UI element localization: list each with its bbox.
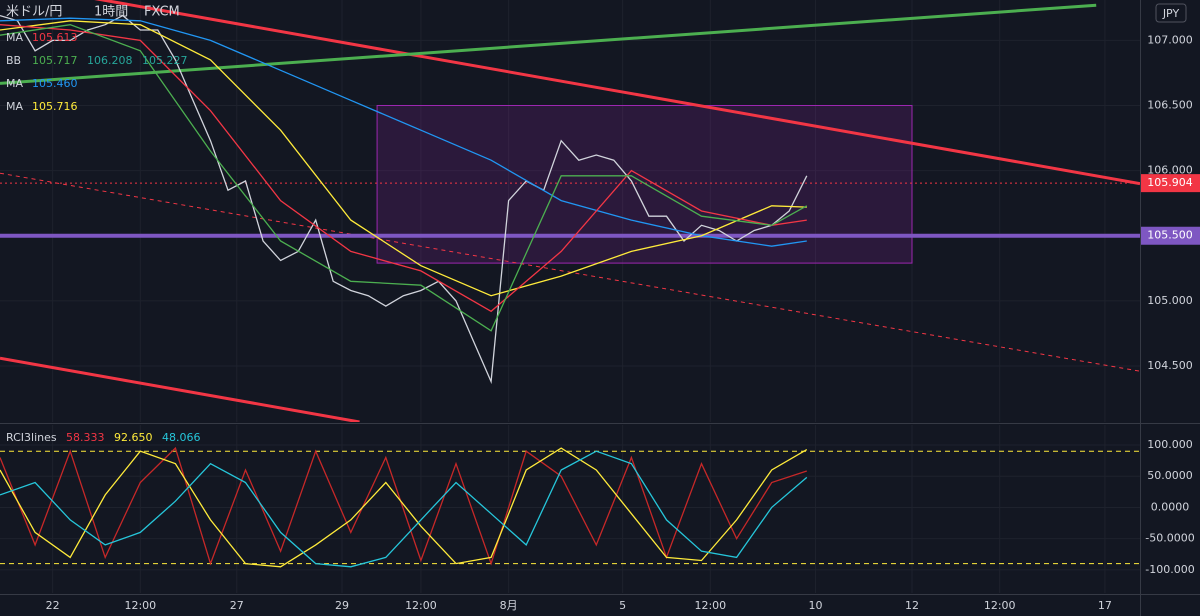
trend-line	[0, 356, 360, 422]
y-tick-label: 100.000	[1147, 438, 1193, 451]
x-tick-label: 5	[619, 599, 626, 612]
legend-name: MA	[6, 100, 23, 113]
legend-name: MA	[6, 77, 23, 90]
y-tick-label: 106.000	[1147, 164, 1193, 177]
x-tick-label: 22	[46, 599, 60, 612]
currency: JPY	[1162, 7, 1180, 20]
interval: 1時間	[94, 5, 128, 20]
series-line	[0, 24, 807, 313]
trend-line	[94, 0, 1140, 186]
indicator-value: 58.333	[66, 431, 105, 444]
currency-box	[1155, 3, 1187, 23]
rci-panel	[0, 425, 1140, 593]
trend-line	[0, 3, 1097, 85]
legend-value: 105.613	[32, 31, 78, 44]
series-line	[0, 24, 808, 332]
legend-name: BB	[6, 54, 21, 67]
price-tag	[1141, 226, 1200, 245]
y-tick-label: 106.500	[1147, 99, 1193, 112]
legend-value: 105.717	[32, 54, 78, 67]
legend-name: MA	[6, 31, 23, 44]
y-tick-label: -100.000	[1145, 563, 1194, 576]
x-tick-label: 12:00	[405, 599, 437, 612]
y-tick-label: 104.500	[1147, 359, 1193, 372]
x-tick-label: 29	[335, 599, 349, 612]
x-tick-label: 27	[230, 599, 244, 612]
x-tick-label: 8月	[500, 599, 518, 612]
x-tick-label: 10	[809, 599, 823, 612]
series-line	[0, 450, 808, 568]
y-tick-label: 50.0000	[1147, 469, 1193, 482]
trend-line	[0, 172, 1140, 372]
legend-value: 106.208	[87, 54, 133, 67]
legend-value: 105.460	[32, 77, 78, 90]
indicator-value: 48.066	[162, 431, 201, 444]
legend: MA 105.613 BB 105.717 106.208 105.227 MA 105.46…	[6, 31, 201, 444]
series-line	[0, 446, 808, 566]
legend-value: 105.716	[32, 100, 78, 113]
price-tag-label: 105.500	[1147, 229, 1193, 242]
indicator-name: RCI3lines	[6, 431, 57, 444]
x-tick-label: 12:00	[694, 599, 726, 612]
y-tick-label: 105.000	[1147, 294, 1193, 307]
price-tag	[1141, 174, 1200, 193]
x-tick-label: 12:00	[124, 599, 156, 612]
symbol: 米ドル/円	[6, 5, 62, 20]
y-tick-label: -50.0000	[1145, 532, 1194, 545]
series-line	[0, 20, 807, 297]
series-line	[0, 14, 808, 385]
indicator-value: 92.650	[114, 431, 153, 444]
y-tick-label: 0.0000	[1151, 500, 1190, 513]
header: 米ドル/円 1時間 FXCM	[6, 5, 180, 20]
axes: 104.500 105.000 105.500 106.000 106.500 107.0…	[46, 33, 1200, 612]
price-tag-label: 105.904	[1147, 176, 1193, 189]
series-line	[0, 447, 808, 568]
legend-value: 105.227	[142, 54, 188, 67]
x-tick-label: 12	[905, 599, 919, 612]
x-tick-label: 17	[1098, 599, 1112, 612]
price-panel	[0, 0, 1140, 422]
y-tick-label: 107.000	[1147, 33, 1193, 46]
source: FXCM	[144, 5, 180, 20]
x-tick-label: 12:00	[984, 599, 1016, 612]
